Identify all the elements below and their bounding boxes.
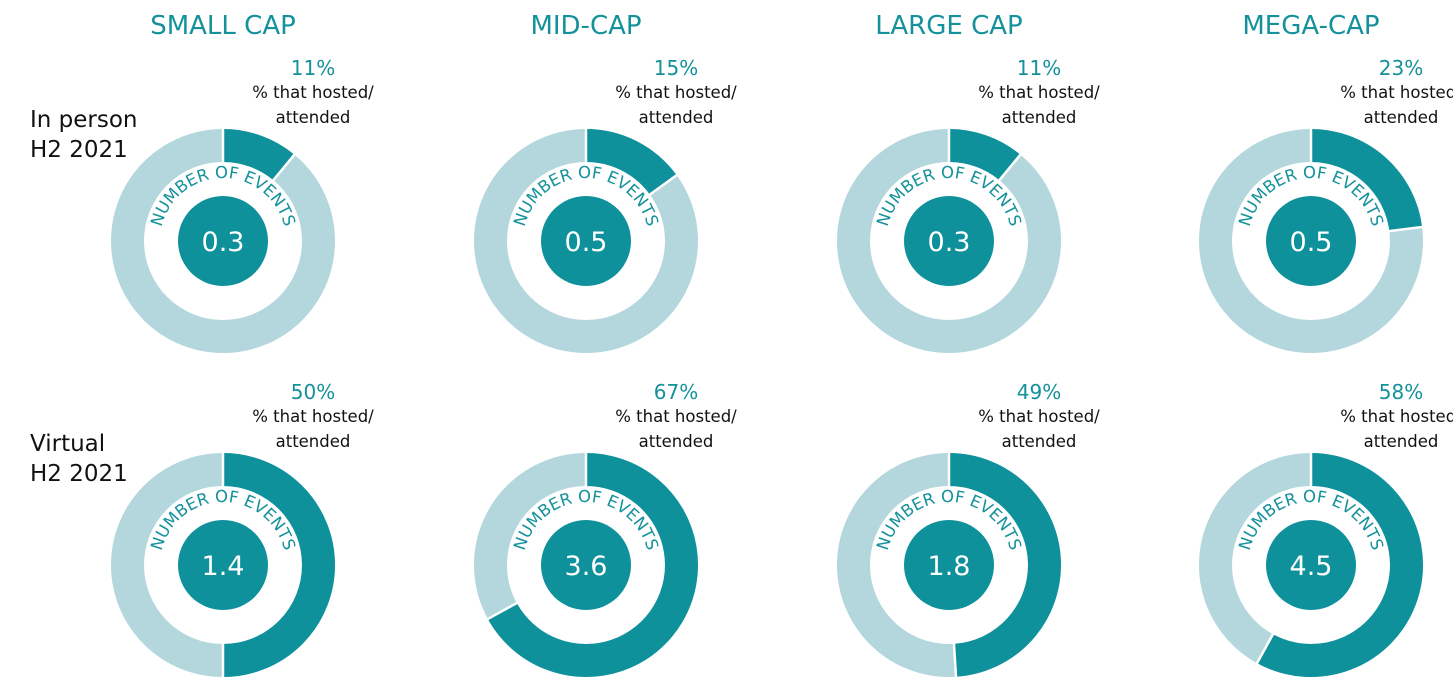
donut-segment: [222, 129, 295, 181]
donut-segment: [1310, 129, 1423, 232]
percent-sub-label: % that hosted/: [978, 83, 1100, 102]
center-disc: [904, 520, 994, 610]
center-disc: [178, 196, 268, 286]
segment-separator: [997, 153, 1022, 182]
events-value: 0.3: [928, 227, 971, 258]
events-value: 4.5: [1290, 551, 1333, 582]
center-disc: [1266, 520, 1356, 610]
percent-sub-label: % that hosted/: [1340, 83, 1453, 102]
percent-sub-label: % that hosted/: [252, 83, 374, 102]
column-header: SMALL CAP: [150, 11, 296, 41]
events-value: 0.5: [1290, 227, 1333, 258]
center-disc: [541, 520, 631, 610]
row-label-line: H2 2021: [30, 461, 128, 487]
row-label-line: Virtual: [30, 431, 105, 457]
percent-sub-label: attended: [1002, 432, 1077, 451]
percent-sub-label: % that hosted/: [1340, 407, 1453, 426]
donut-segment: [222, 453, 335, 677]
percent-sub-label: % that hosted/: [978, 407, 1100, 426]
center-disc: [178, 520, 268, 610]
events-value: 3.6: [565, 551, 608, 582]
percent-label: 11%: [1017, 56, 1061, 80]
percent-label: 23%: [1379, 56, 1423, 80]
percent-sub-label: % that hosted/: [615, 83, 737, 102]
donut-segment: [487, 453, 698, 677]
column-header: MID-CAP: [530, 11, 641, 41]
row-label: Virtual H2 2021: [30, 431, 128, 487]
percent-sub-label: % that hosted/: [615, 407, 737, 426]
percent-label: 11%: [291, 56, 335, 80]
row-label-line: In person: [30, 107, 138, 133]
percent-sub-label: % that hosted/: [252, 407, 374, 426]
row-label-line: H2 2021: [30, 137, 128, 163]
percent-sub-label: attended: [639, 108, 714, 127]
events-value: 1.8: [928, 551, 971, 582]
column-headers: SMALL CAP MID-CAP LARGE CAP MEGA-CAP: [150, 11, 1379, 41]
center-disc: [904, 196, 994, 286]
segment-separator: [952, 642, 958, 678]
percent-sub-label: attended: [1364, 432, 1439, 451]
column-header: MEGA-CAP: [1242, 11, 1379, 41]
row-labels: In person H2 2021 Virtual H2 2021: [30, 107, 138, 487]
segment-separator: [1388, 225, 1424, 233]
events-value: 0.3: [202, 227, 245, 258]
percent-sub-label: attended: [276, 432, 351, 451]
events-value: 0.5: [565, 227, 608, 258]
percent-label: 50%: [291, 380, 335, 404]
segment-separator: [648, 173, 679, 197]
percent-label: 15%: [654, 56, 698, 80]
percent-sub-label: attended: [1364, 108, 1439, 127]
percent-label: 58%: [1379, 380, 1423, 404]
row-label: In person H2 2021: [30, 107, 138, 163]
percent-sub-label: attended: [1002, 108, 1077, 127]
events-value: 1.4: [202, 551, 245, 582]
center-disc: [1266, 196, 1356, 286]
percent-label: 49%: [1017, 380, 1061, 404]
percent-sub-label: attended: [276, 108, 351, 127]
donut-segment: [1257, 453, 1423, 677]
segment-separator: [1255, 632, 1275, 665]
column-header: LARGE CAP: [875, 11, 1022, 41]
center-disc: [541, 196, 631, 286]
donut-segment: [948, 453, 1061, 677]
donut-segment: [948, 129, 1021, 181]
segment-separator: [486, 601, 519, 621]
donut-segment: [585, 129, 677, 196]
percent-label: 67%: [654, 380, 698, 404]
segment-separator: [271, 153, 296, 182]
percent-sub-label: attended: [639, 432, 714, 451]
